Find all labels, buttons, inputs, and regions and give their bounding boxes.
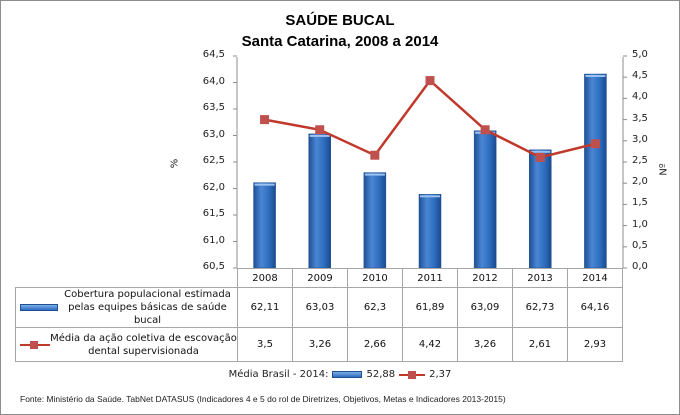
right-tick-label: 0,0 [632,261,648,272]
left-tick-label: 63,0 [202,128,225,140]
line-marker [480,125,490,135]
brazil-average-line-value: 2,37 [429,369,452,380]
line-marker [425,76,435,86]
brazil-average-label: Média Brasil - 2014: [228,369,329,380]
bar [363,172,387,269]
line-series [260,76,600,162]
table-cell: 64,16 [567,287,623,328]
legend-brushing: Média da ação coletiva de escovação denta… [15,327,238,362]
line-swatch-icon [399,370,426,380]
right-tick-label: 3,5 [632,112,648,124]
table-cell: 63,09 [457,287,513,328]
brazil-average-legend: Média Brasil - 2014: 52,88 2,37 [0,369,680,380]
year-header: 2011 [402,268,458,288]
year-header: 2013 [512,268,568,288]
right-tick-label: 5,0 [632,49,648,60]
bar-swatch-icon [332,371,363,378]
table-cell: 4,42 [402,327,458,362]
table-cell: 2,66 [347,327,403,362]
left-tick-label: 61,5 [202,208,225,219]
bar [584,73,607,269]
line-marker [535,152,545,162]
left-tick-label: 62,5 [202,155,225,166]
bar-legend-swatch-icon [20,304,58,311]
left-tick-label: 64,0 [202,75,225,87]
table-cell: 61,89 [402,287,458,328]
right-tick-label: 2,5 [632,155,648,166]
year-header: 2010 [347,268,403,288]
table-cell: 2,61 [512,327,568,362]
bar-series [253,73,607,269]
data-table: 2008 2009 2010 2011 2012 2013 2014 Cober… [15,268,623,362]
bar [418,194,442,269]
brazil-average-bar-value: 52,88 [366,369,396,380]
chart-subtitle: Santa Catarina, 2008 a 2014 [241,33,439,50]
right-tick-label: 4,0 [632,91,648,103]
line-marker [370,150,380,160]
left-tick-label: 64,5 [202,49,225,60]
right-tick-label: 4,5 [632,70,648,82]
line-legend-swatch-icon [20,340,50,350]
year-header: 2014 [567,268,623,288]
line-marker [315,125,325,135]
right-tick-label: 1,5 [632,197,648,209]
left-tick-label: 62,0 [202,181,225,193]
table-cell: 62,3 [347,287,403,328]
table-cell: 2,93 [567,327,623,362]
legend-coverage: Cobertura populacional estimada pelas equ… [15,287,238,328]
table-cell: 3,26 [457,327,513,362]
right-tick-label: 1,0 [632,218,648,230]
bar [473,130,497,269]
year-header: 2009 [292,268,348,288]
bar [529,149,552,269]
table-cell: 62,73 [512,287,568,328]
left-tick-label: 61,0 [202,234,225,246]
year-header: 2012 [457,268,513,288]
right-tick-label: 2,0 [632,176,648,188]
source-note: Fonte: Ministério da Saúde. TabNet DATAS… [20,394,506,404]
table-cell: 3,26 [292,327,348,362]
left-tick-label: 60,5 [202,261,225,272]
table-cell: 62,11 [237,287,293,328]
left-tick-label: 63,5 [202,102,225,113]
table-row-coverage: Cobertura populacional estimada pelas equ… [15,287,623,328]
table-row-brushing: Média da ação coletiva de escovação denta… [15,327,623,362]
right-tick-label: 3,0 [632,133,648,145]
bar [253,182,276,269]
right-tick-label: 0,5 [632,239,648,251]
table-cell: 63,03 [292,287,348,328]
bar [308,133,331,269]
chart-title: SAÚDE BUCAL [285,12,395,29]
line-marker [590,139,600,149]
table-cell: 3,5 [237,327,293,362]
line-marker [260,115,270,125]
year-header: 2008 [237,268,293,288]
